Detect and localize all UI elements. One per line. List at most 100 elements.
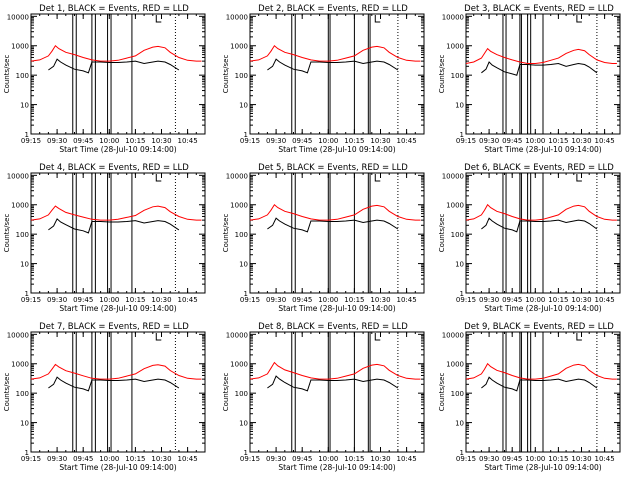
panel-title: Det 7, BLACK = Events, RED = LLD <box>39 322 189 332</box>
x-tick-label: 10:45 <box>178 137 198 145</box>
x-tick-label: 10:00 <box>525 137 545 145</box>
y-tick-label: 100 <box>16 231 29 239</box>
x-tick-label: 10:45 <box>595 296 615 304</box>
x-tick-label: 09:30 <box>266 455 286 463</box>
x-tick-label: 09:45 <box>73 296 93 304</box>
y-tick-label: 10 <box>239 102 248 110</box>
y-tick-label: 1000 <box>230 43 248 51</box>
x-tick-label: 10:15 <box>344 455 364 463</box>
x-tick-label: 10:00 <box>99 137 119 145</box>
x-tick-label: 09:45 <box>73 455 93 463</box>
x-axis-label: Start Time (28-Jul-10 09:14:00) <box>59 145 176 154</box>
panel-title: Det 6, BLACK = Events, RED = LLD <box>464 163 614 173</box>
y-tick-label: 1 <box>244 290 248 298</box>
y-tick-label: 100 <box>235 231 248 239</box>
x-tick-label: 10:15 <box>344 137 364 145</box>
corner-marker <box>155 174 162 182</box>
x-tick-label: 10:30 <box>571 296 591 304</box>
y-axis-label: Counts/sec <box>222 55 230 94</box>
x-tick-label: 09:30 <box>47 455 67 463</box>
event-rate-line <box>48 218 180 234</box>
x-tick-label: 10:15 <box>125 137 145 145</box>
lld-rate-line <box>30 363 202 380</box>
y-tick-label: 10 <box>20 261 29 269</box>
y-tick-label: 1 <box>25 290 29 298</box>
corner-marker <box>374 174 381 182</box>
x-tick-label: 10:30 <box>571 137 591 145</box>
x-tick-label: 10:45 <box>397 137 417 145</box>
y-tick-label: 1 <box>25 131 29 139</box>
x-tick-label: 10:00 <box>99 455 119 463</box>
x-tick-label: 10:15 <box>125 455 145 463</box>
y-tick-label: 1 <box>244 449 248 457</box>
lld-rate-line <box>249 44 421 62</box>
lld-rate-line <box>465 47 617 64</box>
x-tick-label: 10:30 <box>370 455 390 463</box>
y-tick-label: 10000 <box>7 172 29 180</box>
x-axis-label: Start Time (28-Jul-10 09:14:00) <box>484 304 601 313</box>
panel-title: Det 2, BLACK = Events, RED = LLD <box>258 4 408 14</box>
x-tick-label: 09:30 <box>479 455 499 463</box>
x-tick-label: 10:00 <box>525 455 545 463</box>
x-axis-label: Start Time (28-Jul-10 09:14:00) <box>59 463 176 472</box>
x-tick-label: 10:30 <box>151 137 171 145</box>
y-tick-label: 1000 <box>11 202 29 210</box>
y-axis-label: Counts/sec <box>222 214 230 253</box>
y-tick-label: 100 <box>235 72 248 80</box>
x-tick-label: 10:30 <box>151 455 171 463</box>
y-tick-label: 1 <box>25 449 29 457</box>
y-axis-label: Counts/sec <box>3 373 11 412</box>
y-axis-label: Counts/sec <box>3 55 11 94</box>
x-tick-label: 10:45 <box>178 455 198 463</box>
x-tick-label: 09:45 <box>502 455 522 463</box>
x-tick-label: 09:30 <box>266 296 286 304</box>
y-tick-label: 10 <box>239 420 248 428</box>
y-tick-label: 1000 <box>446 202 464 210</box>
y-tick-label: 1000 <box>230 202 248 210</box>
panel-title: Det 8, BLACK = Events, RED = LLD <box>258 322 408 332</box>
x-tick-label: 10:15 <box>125 296 145 304</box>
panel-title: Det 5, BLACK = Events, RED = LLD <box>258 163 408 173</box>
corner-marker <box>155 15 162 23</box>
x-tick-label: 09:45 <box>292 137 312 145</box>
corner-marker <box>155 333 162 341</box>
x-tick-label: 09:30 <box>47 296 67 304</box>
corner-marker <box>576 15 582 23</box>
x-tick-label: 09:45 <box>292 296 312 304</box>
y-tick-label: 10000 <box>7 13 29 21</box>
x-tick-label: 09:15 <box>21 137 41 145</box>
x-tick-label: 09:30 <box>266 137 286 145</box>
x-tick-label: 10:45 <box>178 296 198 304</box>
corner-marker <box>374 15 381 23</box>
x-tick-label: 10:30 <box>370 296 390 304</box>
y-tick-label: 1 <box>460 449 464 457</box>
y-tick-label: 10000 <box>442 331 464 339</box>
y-axis-label: Counts/sec <box>222 373 230 412</box>
x-tick-label: 10:15 <box>548 137 568 145</box>
y-tick-label: 100 <box>16 72 29 80</box>
x-tick-label: 09:30 <box>479 137 499 145</box>
y-tick-label: 10000 <box>226 13 248 21</box>
x-tick-label: 10:00 <box>318 455 338 463</box>
corner-marker <box>374 333 381 341</box>
x-tick-label: 09:15 <box>456 455 476 463</box>
y-tick-label: 10 <box>20 420 29 428</box>
x-tick-label: 09:15 <box>240 296 260 304</box>
x-tick-label: 10:00 <box>99 296 119 304</box>
lld-rate-line <box>465 362 617 380</box>
x-tick-label: 10:30 <box>571 455 591 463</box>
x-tick-label: 09:45 <box>73 137 93 145</box>
y-tick-label: 10 <box>20 102 29 110</box>
x-tick-label: 09:45 <box>502 137 522 145</box>
panel-title: Det 4, BLACK = Events, RED = LLD <box>39 163 189 173</box>
lld-rate-line <box>30 205 202 221</box>
event-rate-line <box>481 217 598 233</box>
y-tick-label: 100 <box>451 231 464 239</box>
y-tick-label: 10 <box>455 102 464 110</box>
